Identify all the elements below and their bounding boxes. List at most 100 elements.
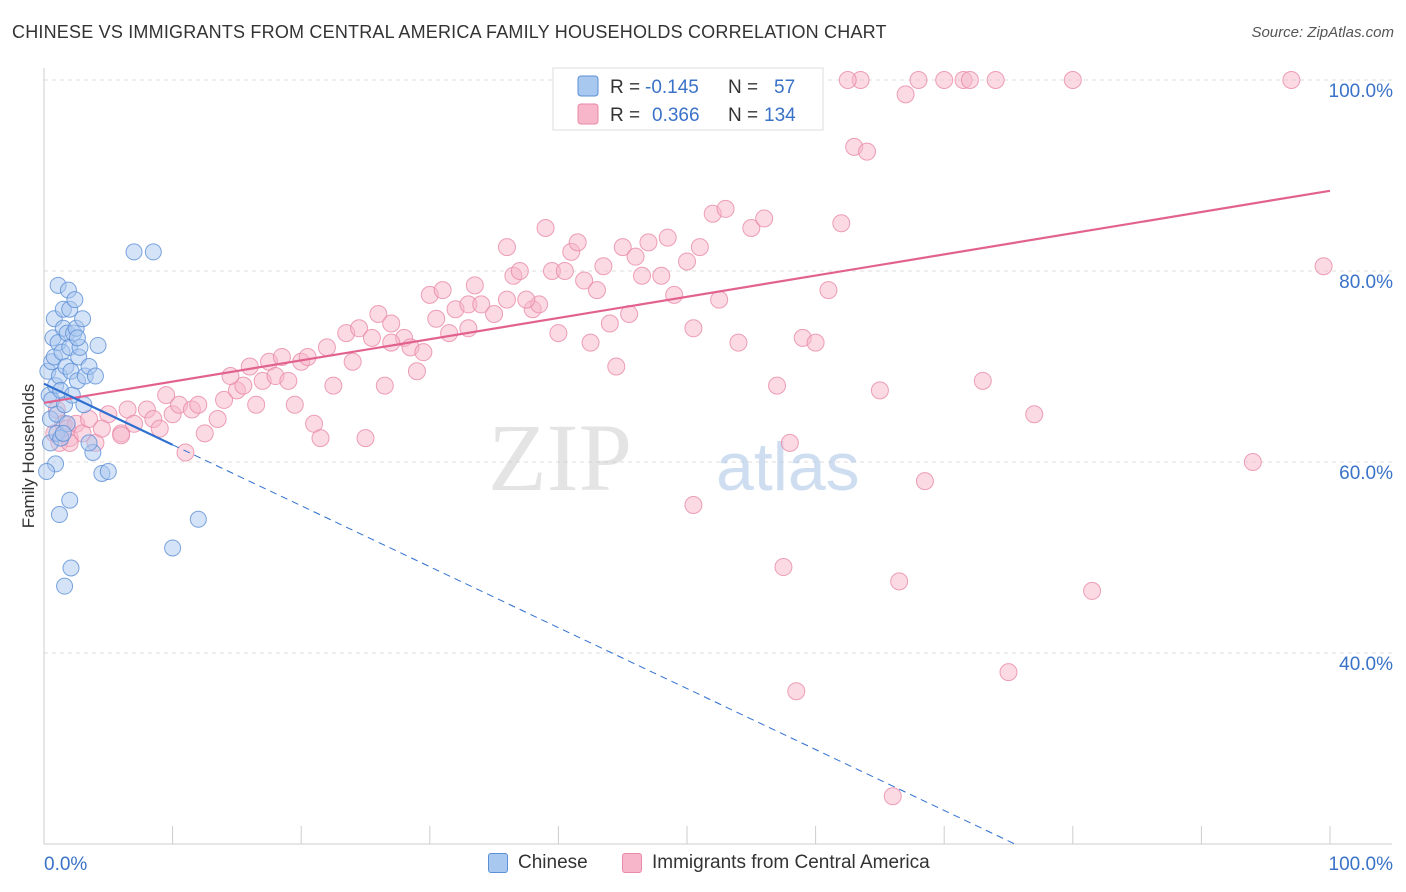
data-point <box>890 572 909 591</box>
data-point <box>497 290 516 309</box>
data-point <box>742 219 761 238</box>
data-point <box>1243 453 1262 471</box>
legend-n-label: N = <box>728 77 758 98</box>
data-point <box>678 252 696 271</box>
data-point <box>819 281 838 300</box>
data-point <box>774 558 793 577</box>
data-point <box>517 290 536 309</box>
data-point <box>710 290 729 309</box>
data-point <box>279 371 298 390</box>
legend-label-chinese: Chinese <box>518 852 588 873</box>
data-point <box>125 243 143 261</box>
data-point <box>626 247 645 266</box>
data-point <box>382 314 401 333</box>
data-point <box>896 85 915 104</box>
data-point <box>240 357 259 376</box>
x-tick-label: 100.0% <box>1329 854 1394 875</box>
y-tick-label: 80.0% <box>1339 272 1393 293</box>
data-point <box>157 386 176 405</box>
data-point <box>787 682 806 701</box>
data-point <box>986 71 1005 89</box>
data-point <box>870 381 889 400</box>
data-point <box>54 424 72 442</box>
data-point <box>607 357 626 376</box>
legend-item-chinese: Chinese <box>488 852 588 874</box>
y-axis-title: Family Households <box>19 384 38 529</box>
data-point <box>317 338 336 357</box>
data-point <box>1282 71 1301 89</box>
series-chinese <box>38 243 207 595</box>
data-point <box>838 71 857 89</box>
data-point <box>99 463 117 481</box>
data-point <box>780 433 799 452</box>
data-point <box>208 410 227 429</box>
data-point <box>832 214 851 233</box>
data-point <box>690 238 709 257</box>
data-point <box>38 463 56 481</box>
data-point <box>407 362 426 381</box>
data-point <box>658 228 677 247</box>
axis-layer <box>43 68 1392 845</box>
data-point <box>960 71 979 89</box>
data-point <box>613 238 632 257</box>
data-point <box>62 559 80 577</box>
data-point <box>915 472 934 491</box>
data-point <box>150 419 169 438</box>
data-point <box>600 314 619 333</box>
data-point <box>272 347 291 366</box>
data-point <box>858 142 877 161</box>
data-point <box>80 434 98 452</box>
data-point <box>555 262 574 280</box>
data-point <box>195 424 214 443</box>
data-point <box>74 310 92 328</box>
legend-r-label: R = <box>610 105 640 126</box>
data-point <box>581 333 600 352</box>
data-point <box>632 266 651 285</box>
data-point <box>729 333 748 352</box>
legend-swatch-central-america <box>622 853 642 873</box>
data-point <box>883 787 902 806</box>
data-point <box>1314 257 1333 276</box>
legend-n-value: 134 <box>764 105 796 126</box>
data-point <box>68 329 86 347</box>
data-point <box>652 266 671 285</box>
legend-item-central-america: Immigrants from Central America <box>622 852 930 874</box>
data-point <box>285 395 304 414</box>
data-point <box>427 309 446 328</box>
data-point <box>1083 581 1102 600</box>
data-point <box>311 429 330 448</box>
data-point <box>247 395 266 414</box>
data-point <box>536 219 555 238</box>
data-point <box>510 262 529 280</box>
data-point <box>549 324 568 343</box>
legend-label-central-america: Immigrants from Central America <box>652 852 930 873</box>
y-tick-label: 60.0% <box>1339 463 1393 484</box>
data-point <box>215 390 234 409</box>
y-tick-label: 40.0% <box>1339 654 1393 675</box>
data-point <box>806 333 825 352</box>
legend-n-label: N = <box>728 105 758 126</box>
data-point <box>973 371 992 390</box>
watermark: ZIP atlas <box>488 404 860 511</box>
legend-swatch-pink <box>577 103 599 125</box>
legend-r-value: 0.366 <box>652 105 700 126</box>
chart-source: Source: ZipAtlas.com <box>1251 24 1394 41</box>
data-point <box>575 271 594 290</box>
data-point <box>189 510 207 528</box>
data-point <box>639 233 658 252</box>
data-point <box>56 577 74 595</box>
data-point <box>497 238 516 257</box>
data-point <box>324 376 343 395</box>
data-point <box>414 343 433 362</box>
data-point <box>465 276 484 295</box>
data-point <box>768 376 787 395</box>
data-point <box>433 281 452 300</box>
data-point <box>472 295 491 314</box>
data-point <box>112 426 131 445</box>
data-point <box>350 319 369 338</box>
watermark-zip: ZIP <box>488 404 632 511</box>
legend-box: R = -0.145 N = 57 R = 0.366 N = 134 <box>552 67 824 131</box>
trend-lines <box>43 189 1331 845</box>
legend-swatch-blue <box>577 75 599 97</box>
